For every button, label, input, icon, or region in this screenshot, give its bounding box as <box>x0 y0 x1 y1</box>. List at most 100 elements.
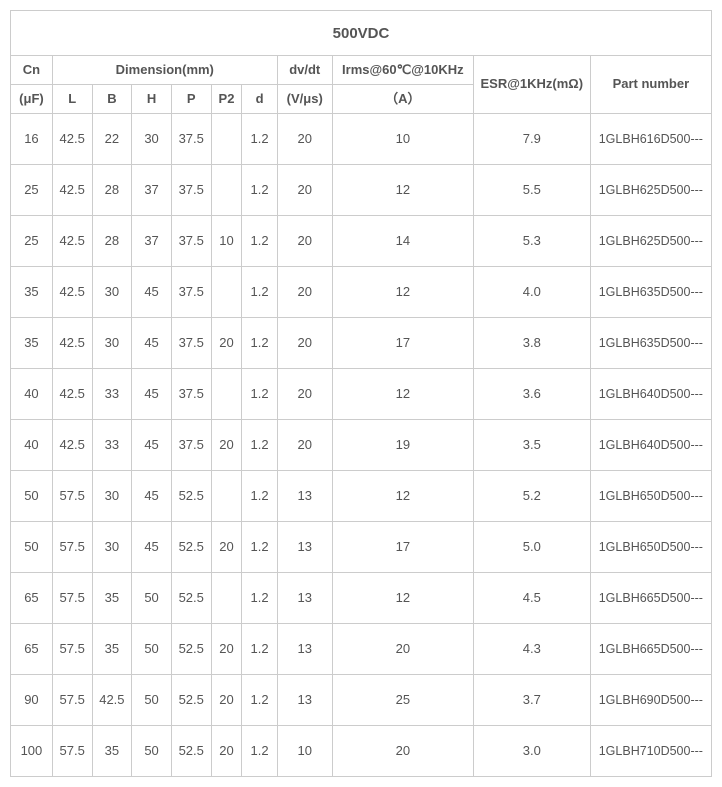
cell-H: 45 <box>132 369 172 420</box>
cell-dvdt: 13 <box>277 471 332 522</box>
cell-P2 <box>211 165 242 216</box>
cell-d: 1.2 <box>242 165 277 216</box>
cell-part: 1GLBH710D500--- <box>590 726 711 777</box>
col-header-cn: Cn <box>11 56 53 85</box>
cell-L: 57.5 <box>52 522 92 573</box>
cell-L: 57.5 <box>52 624 92 675</box>
cell-B: 35 <box>92 624 132 675</box>
cell-cn: 90 <box>11 675 53 726</box>
cell-P2: 20 <box>211 522 242 573</box>
cell-L: 42.5 <box>52 369 92 420</box>
cell-P: 37.5 <box>171 267 211 318</box>
cell-part: 1GLBH665D500--- <box>590 624 711 675</box>
cell-cn: 65 <box>11 573 53 624</box>
table-row: 1642.5223037.51.220107.91GLBH616D500--- <box>11 114 712 165</box>
col-header-L: L <box>52 85 92 114</box>
cell-irms: 12 <box>332 573 473 624</box>
cell-H: 50 <box>132 726 172 777</box>
cell-dvdt: 10 <box>277 726 332 777</box>
cell-P: 52.5 <box>171 573 211 624</box>
cell-P2 <box>211 471 242 522</box>
cell-B: 33 <box>92 369 132 420</box>
cell-dvdt: 20 <box>277 165 332 216</box>
cell-irms: 20 <box>332 624 473 675</box>
col-header-d: d <box>242 85 277 114</box>
cell-B: 33 <box>92 420 132 471</box>
cell-d: 1.2 <box>242 267 277 318</box>
cell-part: 1GLBH635D500--- <box>590 318 711 369</box>
cell-H: 45 <box>132 318 172 369</box>
cell-cn: 65 <box>11 624 53 675</box>
cell-d: 1.2 <box>242 471 277 522</box>
cell-cn: 40 <box>11 420 53 471</box>
cell-P2 <box>211 573 242 624</box>
cell-dvdt: 20 <box>277 267 332 318</box>
cell-irms: 25 <box>332 675 473 726</box>
cell-L: 57.5 <box>52 675 92 726</box>
cell-part: 1GLBH650D500--- <box>590 471 711 522</box>
cell-irms: 10 <box>332 114 473 165</box>
cell-dvdt: 13 <box>277 573 332 624</box>
cell-d: 1.2 <box>242 318 277 369</box>
cell-esr: 5.5 <box>473 165 590 216</box>
cell-esr: 3.0 <box>473 726 590 777</box>
cell-cn: 25 <box>11 165 53 216</box>
cell-esr: 4.0 <box>473 267 590 318</box>
cell-esr: 3.5 <box>473 420 590 471</box>
cell-d: 1.2 <box>242 726 277 777</box>
cell-P2 <box>211 114 242 165</box>
cell-esr: 3.8 <box>473 318 590 369</box>
table-row: 3542.5304537.51.220124.01GLBH635D500--- <box>11 267 712 318</box>
cell-part: 1GLBH616D500--- <box>590 114 711 165</box>
cell-P: 37.5 <box>171 165 211 216</box>
col-header-P2: P2 <box>211 85 242 114</box>
cell-P: 52.5 <box>171 471 211 522</box>
cell-H: 45 <box>132 267 172 318</box>
cell-part: 1GLBH625D500--- <box>590 216 711 267</box>
cell-P: 37.5 <box>171 114 211 165</box>
cell-B: 30 <box>92 471 132 522</box>
cell-P2 <box>211 369 242 420</box>
cell-d: 1.2 <box>242 675 277 726</box>
cell-B: 30 <box>92 522 132 573</box>
col-header-B: B <box>92 85 132 114</box>
cell-H: 37 <box>132 216 172 267</box>
cell-irms: 17 <box>332 318 473 369</box>
cell-esr: 5.0 <box>473 522 590 573</box>
cell-irms: 19 <box>332 420 473 471</box>
col-header-dimension: Dimension(mm) <box>52 56 277 85</box>
cell-H: 45 <box>132 522 172 573</box>
cell-P: 37.5 <box>171 369 211 420</box>
cell-dvdt: 13 <box>277 675 332 726</box>
cell-P: 52.5 <box>171 675 211 726</box>
table-row: 4042.5334537.51.220123.61GLBH640D500--- <box>11 369 712 420</box>
cell-B: 42.5 <box>92 675 132 726</box>
cell-part: 1GLBH635D500--- <box>590 267 711 318</box>
capacitor-spec-table-wrap: 500VDC Cn Dimension(mm) dv/dt Irms@60℃@1… <box>10 10 712 777</box>
cell-dvdt: 20 <box>277 420 332 471</box>
capacitor-spec-table: 500VDC Cn Dimension(mm) dv/dt Irms@60℃@1… <box>10 10 712 777</box>
cell-cn: 40 <box>11 369 53 420</box>
cell-P2 <box>211 267 242 318</box>
cell-cn: 35 <box>11 267 53 318</box>
cell-irms: 12 <box>332 267 473 318</box>
cell-P: 37.5 <box>171 216 211 267</box>
cell-esr: 4.5 <box>473 573 590 624</box>
col-header-cn-unit: (μF) <box>11 85 53 114</box>
cell-B: 22 <box>92 114 132 165</box>
cell-P2: 20 <box>211 675 242 726</box>
cell-H: 37 <box>132 165 172 216</box>
cell-cn: 35 <box>11 318 53 369</box>
cell-d: 1.2 <box>242 522 277 573</box>
cell-P2: 20 <box>211 726 242 777</box>
cell-d: 1.2 <box>242 624 277 675</box>
cell-esr: 5.2 <box>473 471 590 522</box>
cell-part: 1GLBH625D500--- <box>590 165 711 216</box>
col-header-dvdt-unit: (V/μs) <box>277 85 332 114</box>
table-row: 2542.5283737.51.220125.51GLBH625D500--- <box>11 165 712 216</box>
cell-L: 42.5 <box>52 420 92 471</box>
cell-esr: 7.9 <box>473 114 590 165</box>
col-header-P: P <box>171 85 211 114</box>
cell-part: 1GLBH650D500--- <box>590 522 711 573</box>
cell-cn: 100 <box>11 726 53 777</box>
